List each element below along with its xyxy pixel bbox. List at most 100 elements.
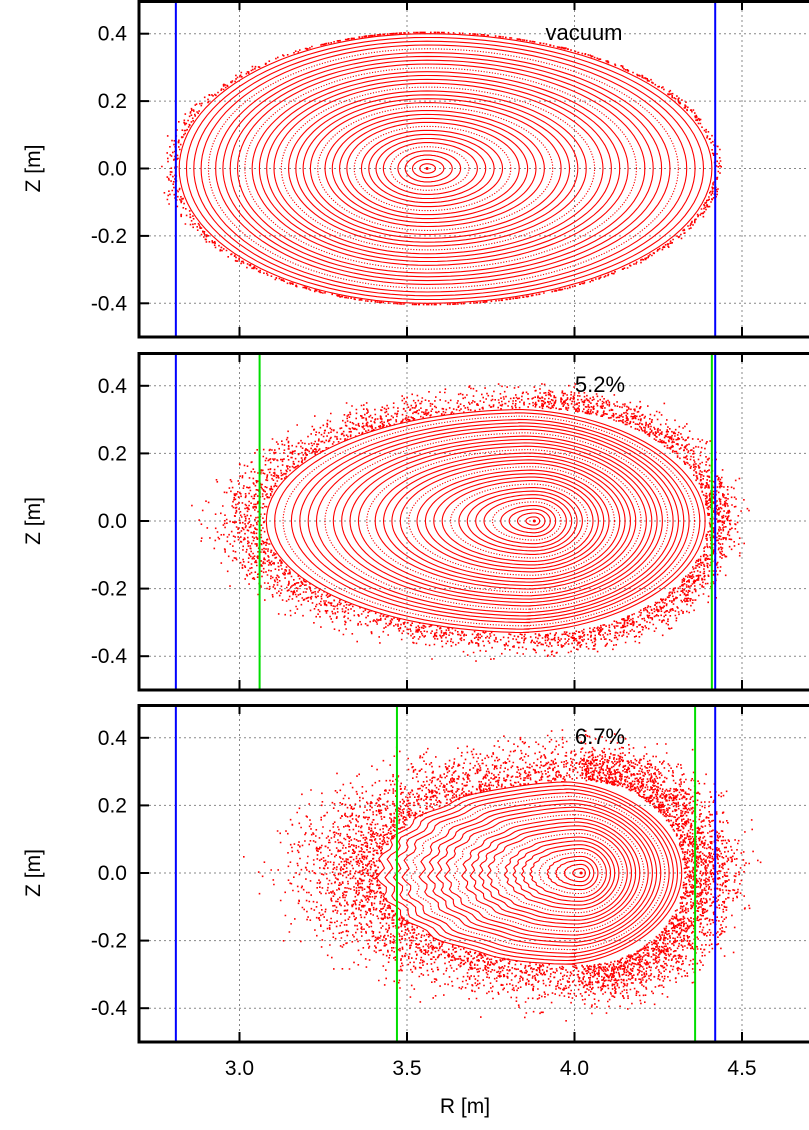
flux-surface xyxy=(500,504,557,538)
y-tick-label: 0.2 xyxy=(98,442,127,465)
y-tick-label: -0.2 xyxy=(91,578,127,601)
flux-surface xyxy=(401,792,670,954)
flux-surface xyxy=(302,98,571,239)
flux-surface xyxy=(200,44,688,293)
flux-surface xyxy=(469,821,637,925)
flux-surface xyxy=(427,803,658,943)
flux-surface xyxy=(299,422,685,620)
flux-surface xyxy=(266,78,612,259)
flux-surface xyxy=(466,490,578,552)
flux-surface xyxy=(280,86,596,251)
panel-label: vacuum xyxy=(545,20,622,45)
y-axis-label: Z [m] xyxy=(22,497,45,545)
flux-surface xyxy=(384,784,679,962)
flux-surface xyxy=(374,452,637,590)
flux-surface xyxy=(572,867,586,879)
flux-surface xyxy=(520,844,612,902)
flux-surface xyxy=(391,459,626,583)
flux-surface xyxy=(458,487,583,555)
flux-surface xyxy=(512,840,616,906)
flux-surface xyxy=(424,473,605,569)
y-tick-label: 0.4 xyxy=(98,23,128,46)
flux-surface xyxy=(495,832,624,914)
panels: 0.4 0.2 0.0 -0.2 -0.4 Z [m] vacuum 0.4 0.2 0.0 -0.… xyxy=(22,0,809,1080)
flux-surface xyxy=(360,129,504,208)
panel-2: 0.4 0.2 0.0 -0.2 -0.4 Z [m] 5.2% xyxy=(22,352,809,692)
flux-surface xyxy=(375,781,683,965)
flux-surface xyxy=(537,851,603,895)
y-tick-label: -0.2 xyxy=(91,930,127,953)
y-axis-label: Z [m] xyxy=(22,145,45,193)
flux-surface xyxy=(418,799,662,947)
flux-surface xyxy=(178,33,713,304)
x-tick-label: 4.5 xyxy=(727,1057,756,1080)
flux-surface xyxy=(251,71,629,266)
panel-1: 0.4 0.2 0.0 -0.2 -0.4 Z [m] vacuum xyxy=(22,0,809,339)
y-tick-label: -0.4 xyxy=(91,997,128,1020)
flux-surface xyxy=(525,516,541,526)
poincare-points xyxy=(191,383,750,662)
flux-surface xyxy=(399,462,621,580)
flux-surface xyxy=(346,121,520,216)
x-tick-label: 4.0 xyxy=(560,1057,589,1080)
flux-surface xyxy=(563,863,591,883)
flux-surface xyxy=(258,74,621,263)
x-axis-label: R [m] xyxy=(440,1095,490,1118)
flux-surface xyxy=(273,82,604,255)
flux-surface xyxy=(461,817,641,929)
magnetic-axis xyxy=(579,871,583,875)
flux-surface xyxy=(295,94,579,243)
flux-surface xyxy=(441,480,594,562)
flux-surface xyxy=(309,102,562,235)
flux-surface xyxy=(290,418,690,624)
flux-surface xyxy=(229,59,654,278)
stochastic-points xyxy=(191,383,750,662)
y-tick-label: 0.0 xyxy=(98,158,127,181)
y-tick-label: 0.2 xyxy=(98,90,127,113)
flux-surface xyxy=(341,438,658,604)
flux-surface xyxy=(486,828,628,918)
flux-surface xyxy=(288,90,587,247)
y-tick-label: -0.2 xyxy=(91,225,127,248)
flux-surface xyxy=(529,847,607,899)
x-tick-labels: 3.0 3.5 4.0 4.5 xyxy=(225,1057,757,1080)
flux-surface xyxy=(274,412,701,630)
y-tick-label: -0.4 xyxy=(91,292,128,315)
poincare-points xyxy=(243,729,762,1022)
flux-surface xyxy=(353,125,512,212)
stochastic-points xyxy=(243,729,762,1022)
flux-surface xyxy=(404,154,453,183)
flux-surface xyxy=(452,814,645,932)
flux-surface xyxy=(185,36,705,301)
y-tick-label: 0.4 xyxy=(98,727,128,750)
panel-label: 5.2% xyxy=(575,372,625,397)
flux-surface xyxy=(478,825,632,921)
flux-surface xyxy=(483,497,567,545)
flux-surface xyxy=(339,117,529,220)
flux-surface xyxy=(444,810,649,936)
flux-surface xyxy=(411,158,445,179)
panel-3: 0.4 0.2 0.0 -0.2 -0.4 Z [m] 6.7% xyxy=(22,704,809,1044)
poincare-points xyxy=(161,31,722,306)
flux-surface xyxy=(508,508,551,534)
flux-surface xyxy=(435,806,653,940)
flux-surface xyxy=(416,469,610,573)
flux-surface xyxy=(265,408,706,634)
flux-surface xyxy=(554,859,595,887)
flux-surface xyxy=(368,133,495,204)
flux-surface xyxy=(236,63,646,274)
flux-surface xyxy=(546,855,599,891)
magnetic-axis xyxy=(532,519,536,523)
x-tick-label: 3.5 xyxy=(392,1057,421,1080)
panel-label: 6.7% xyxy=(575,724,625,749)
stochastic-points xyxy=(161,31,722,306)
y-tick-label: 0.0 xyxy=(98,862,127,885)
flux-surface xyxy=(315,428,674,614)
flux-surface xyxy=(331,113,537,224)
flux-surface xyxy=(516,512,546,530)
flux-surface xyxy=(503,836,620,910)
flux-surface xyxy=(317,105,554,232)
y-axis-label: Z [m] xyxy=(22,849,45,897)
y-tick-label: 0.0 xyxy=(98,510,127,533)
